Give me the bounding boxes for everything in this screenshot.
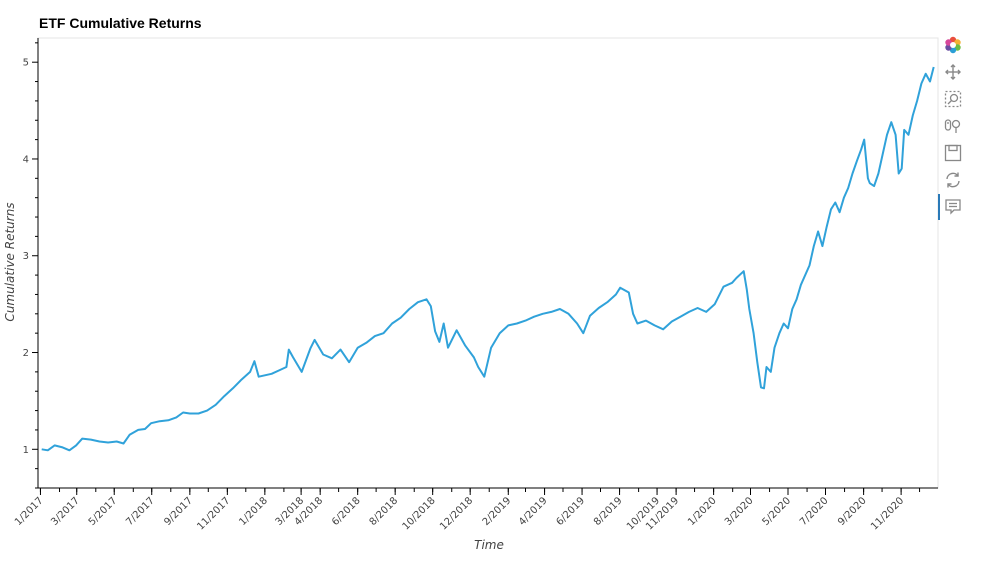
x-tick-label: 5/2017: [87, 495, 120, 528]
x-tick-label: 1/2018: [237, 495, 270, 528]
x-axis: 1/2017 3/2017 5/2017 7/2017 9/2017 11/2017 1/2…: [13, 487, 938, 532]
x-tick-label: 2/2019: [481, 495, 514, 528]
x-tick-label: 1/2017: [13, 495, 46, 528]
pan-icon[interactable]: [942, 61, 964, 83]
y-tick-label: 5: [23, 58, 29, 69]
x-tick-label: 6/2018: [330, 495, 363, 528]
x-tick-label: 9/2020: [836, 495, 869, 528]
y-tick-label: 3: [23, 251, 29, 262]
y-tick-label: 2: [23, 348, 29, 359]
x-tick-label: 1/2020: [686, 495, 719, 528]
plot-frame: [37, 37, 939, 489]
y-axis: 1 2 3 4 5: [23, 38, 39, 489]
series-line[interactable]: [41, 66, 935, 452]
x-tick-label: 12/2018: [438, 495, 475, 532]
active-tool-indicator: [938, 194, 940, 220]
x-tick-label: 5/2020: [760, 495, 793, 528]
x-tick-label: 11/2017: [195, 495, 232, 532]
chart-toolbar: [938, 34, 966, 234]
y-axis-label: Cumulative Returns: [3, 202, 17, 321]
y-tick-label: 4: [23, 154, 29, 165]
plot-border: [37, 37, 939, 489]
x-tick-label: 6/2019: [555, 495, 588, 528]
chart-title: ETF Cumulative Returns: [39, 15, 202, 31]
box-zoom-icon[interactable]: [942, 88, 964, 110]
x-tick-label: 4/2019: [517, 495, 550, 528]
bokeh-logo-icon[interactable]: [942, 34, 964, 56]
reset-icon[interactable]: [942, 169, 964, 191]
x-tick-label: 3/2020: [723, 495, 756, 528]
x-tick-label: 9/2017: [162, 495, 195, 528]
x-axis-label: Time: [474, 538, 504, 552]
x-tick-label: 7/2020: [798, 495, 831, 528]
x-tick-label: 7/2017: [124, 495, 157, 528]
x-tick-label: 11/2020: [869, 495, 906, 532]
x-tick-label: 3/2017: [49, 495, 82, 528]
save-icon[interactable]: [942, 142, 964, 164]
x-tick-label: 8/2019: [592, 495, 625, 528]
x-tick-label: 8/2018: [368, 495, 401, 528]
x-tick-label: 10/2018: [401, 495, 438, 532]
series-layer: [41, 66, 935, 452]
hover-icon[interactable]: [942, 196, 964, 218]
y-tick-label: 1: [23, 445, 29, 456]
wheel-zoom-icon[interactable]: [942, 115, 964, 137]
